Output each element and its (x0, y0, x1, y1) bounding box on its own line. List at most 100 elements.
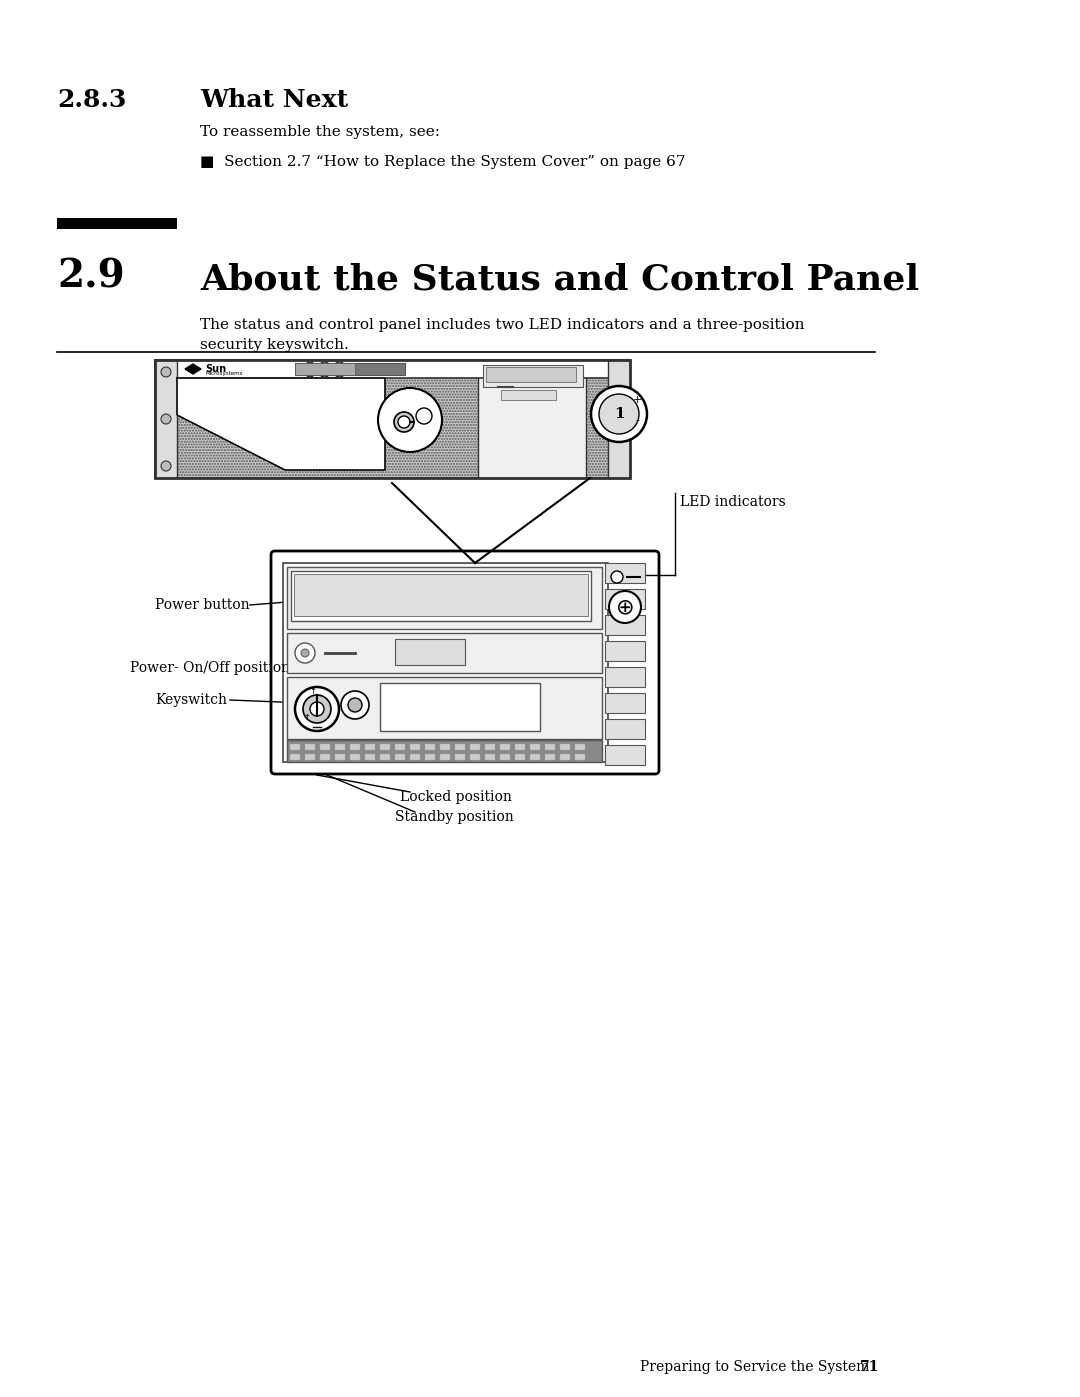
Bar (395, 638, 465, 665)
Text: ▐▌▐▌▐▌: ▐▌▐▌▐▌ (302, 362, 348, 377)
Bar (500, 754, 510, 760)
Text: 2.9: 2.9 (57, 258, 125, 296)
Bar (426, 745, 435, 750)
Circle shape (378, 388, 442, 453)
Text: Standby position: Standby position (395, 810, 514, 824)
Bar (380, 745, 390, 750)
Circle shape (399, 416, 410, 427)
Bar (287, 678, 602, 739)
Bar (478, 360, 586, 478)
Bar (515, 754, 525, 760)
Bar (605, 641, 645, 661)
Bar (395, 754, 405, 760)
Text: ■  Section 2.7 “How to Replace the System Cover” on page 67: ■ Section 2.7 “How to Replace the System… (200, 155, 686, 169)
Text: ↑: ↑ (309, 686, 316, 696)
Bar (156, 360, 630, 379)
Bar (605, 615, 645, 636)
Bar (605, 719, 645, 739)
Bar (294, 574, 588, 616)
Circle shape (310, 703, 324, 717)
Text: Sun: Sun (205, 365, 226, 374)
Bar (283, 563, 608, 761)
Bar (365, 745, 375, 750)
Bar (426, 754, 435, 760)
Text: What Next: What Next (200, 88, 348, 112)
Text: Keyswitch: Keyswitch (156, 693, 227, 707)
Bar (485, 745, 495, 750)
Bar (530, 745, 540, 750)
Bar (156, 360, 177, 478)
Bar (335, 745, 345, 750)
Circle shape (599, 394, 639, 434)
Text: LED indicators: LED indicators (680, 495, 786, 509)
Text: ↑: ↑ (303, 712, 310, 721)
Bar (295, 363, 355, 374)
Bar (605, 590, 645, 609)
Bar (470, 754, 480, 760)
Polygon shape (177, 379, 384, 469)
Text: To reassemble the system, see:: To reassemble the system, see: (200, 124, 440, 138)
Bar (57, 218, 177, 229)
Bar (365, 754, 375, 760)
Bar (335, 754, 345, 760)
Bar (605, 563, 645, 583)
Circle shape (609, 591, 642, 623)
Circle shape (161, 461, 171, 471)
Bar (486, 367, 576, 381)
Text: 71: 71 (860, 1361, 879, 1375)
Bar (320, 745, 330, 750)
Text: ⊕: ⊕ (616, 597, 634, 617)
Bar (291, 754, 300, 760)
Bar (440, 745, 450, 750)
Bar (605, 666, 645, 687)
Bar (395, 745, 405, 750)
Bar (545, 754, 555, 760)
Bar (561, 745, 570, 750)
Bar (440, 754, 450, 760)
Bar (287, 567, 602, 629)
Bar (470, 745, 480, 750)
Bar (410, 754, 420, 760)
Bar (545, 745, 555, 750)
Circle shape (416, 408, 432, 425)
Bar (287, 633, 602, 673)
Text: Power- On/Off position: Power- On/Off position (130, 661, 291, 675)
Bar (320, 754, 330, 760)
Bar (575, 754, 585, 760)
Bar (575, 745, 585, 750)
Text: 2.8.3: 2.8.3 (57, 88, 126, 112)
Circle shape (295, 687, 339, 731)
Bar (483, 365, 583, 387)
Bar (455, 745, 465, 750)
Bar (455, 754, 465, 760)
Bar (501, 390, 556, 400)
Bar (295, 363, 405, 374)
Circle shape (301, 650, 309, 657)
Circle shape (341, 692, 369, 719)
Text: Power button: Power button (156, 598, 249, 612)
Polygon shape (185, 365, 201, 374)
Text: The status and control panel includes two LED indicators and a three-position
se: The status and control panel includes tw… (200, 319, 805, 352)
Bar (291, 571, 591, 622)
Text: About the Status and Control Panel: About the Status and Control Panel (200, 263, 919, 298)
Text: 1: 1 (613, 407, 624, 420)
Circle shape (161, 367, 171, 377)
Circle shape (295, 643, 315, 664)
Circle shape (348, 698, 362, 712)
Circle shape (303, 694, 330, 724)
Bar (291, 745, 300, 750)
Text: -: - (635, 415, 639, 425)
Bar (515, 745, 525, 750)
Circle shape (161, 414, 171, 425)
Circle shape (591, 386, 647, 441)
Bar (380, 683, 540, 731)
Bar (410, 745, 420, 750)
Bar (485, 754, 495, 760)
Text: Microsystems: Microsystems (205, 372, 243, 377)
Text: +: + (632, 395, 642, 405)
Text: Locked position: Locked position (400, 789, 512, 805)
Bar (605, 693, 645, 712)
Bar (305, 745, 315, 750)
Bar (530, 754, 540, 760)
FancyBboxPatch shape (271, 550, 659, 774)
